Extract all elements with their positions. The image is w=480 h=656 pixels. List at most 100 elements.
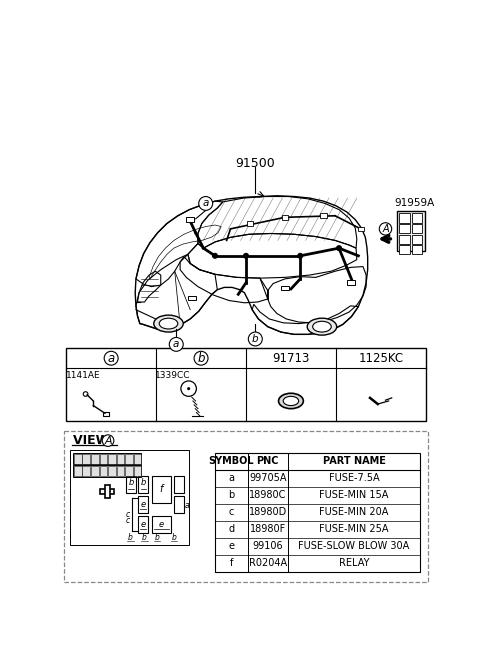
Text: f: f — [160, 484, 163, 494]
Bar — [399, 213, 409, 222]
Ellipse shape — [312, 321, 331, 332]
Text: 91713: 91713 — [272, 352, 310, 365]
Bar — [152, 516, 171, 533]
Bar — [105, 485, 109, 499]
Bar — [117, 466, 124, 476]
Text: a: a — [203, 199, 209, 209]
Circle shape — [169, 337, 183, 352]
Text: A: A — [104, 436, 112, 445]
Text: e: e — [228, 541, 234, 551]
Text: RELAY: RELAY — [339, 558, 370, 568]
Text: PART NAME: PART NAME — [323, 457, 385, 466]
Text: b: b — [128, 478, 133, 487]
Bar — [321, 213, 326, 218]
Text: e: e — [140, 500, 145, 509]
Bar — [66, 348, 426, 421]
Text: 1339CC: 1339CC — [156, 371, 191, 380]
Bar — [70, 450, 190, 545]
Text: 99106: 99106 — [252, 541, 283, 551]
Text: b: b — [228, 490, 234, 501]
Text: e: e — [140, 520, 145, 529]
Bar — [247, 221, 253, 226]
Text: d: d — [228, 524, 234, 534]
Text: PNC: PNC — [256, 457, 279, 466]
Bar — [99, 466, 107, 476]
Text: b: b — [197, 352, 205, 365]
Text: 99705A: 99705A — [249, 474, 287, 483]
Ellipse shape — [283, 396, 299, 405]
Text: a: a — [228, 474, 234, 483]
Circle shape — [199, 197, 213, 211]
Circle shape — [194, 352, 208, 365]
Bar — [281, 286, 288, 291]
Bar — [152, 476, 171, 503]
Bar — [133, 454, 142, 464]
Text: b: b — [171, 533, 176, 542]
Text: e: e — [159, 520, 164, 529]
Bar — [108, 466, 116, 476]
Bar — [64, 432, 428, 581]
Bar — [125, 454, 133, 464]
Ellipse shape — [307, 318, 336, 335]
Text: b: b — [128, 533, 133, 542]
Text: b: b — [252, 334, 259, 344]
Text: R0204A: R0204A — [249, 558, 287, 568]
Bar — [99, 454, 107, 464]
Bar — [412, 224, 422, 234]
Text: 91959A: 91959A — [395, 199, 435, 209]
Text: FUSE-SLOW BLOW 30A: FUSE-SLOW BLOW 30A — [299, 541, 410, 551]
Bar — [74, 454, 82, 464]
Text: VIEW: VIEW — [73, 434, 114, 447]
Bar — [108, 454, 116, 464]
Text: f: f — [229, 558, 233, 568]
Text: c: c — [126, 516, 131, 525]
Bar — [91, 466, 99, 476]
Text: 1125KC: 1125KC — [358, 352, 403, 365]
Text: A: A — [382, 224, 389, 234]
Text: SYMBOL: SYMBOL — [208, 457, 254, 466]
Text: b: b — [142, 533, 147, 542]
Circle shape — [336, 246, 341, 251]
Circle shape — [104, 352, 118, 365]
Bar — [125, 466, 133, 476]
Text: FUSE-MIN 20A: FUSE-MIN 20A — [319, 507, 389, 517]
Circle shape — [379, 222, 392, 235]
Bar — [133, 466, 142, 476]
Bar — [412, 245, 422, 255]
Bar — [399, 235, 409, 244]
Text: c: c — [228, 507, 234, 517]
Bar — [358, 226, 364, 231]
Bar — [412, 235, 422, 244]
Bar — [83, 454, 90, 464]
Bar — [138, 476, 148, 493]
Text: 18980D: 18980D — [249, 507, 287, 517]
Text: 91500: 91500 — [235, 157, 275, 170]
Bar — [73, 453, 142, 464]
Bar — [117, 454, 124, 464]
Bar — [186, 217, 194, 222]
Ellipse shape — [278, 393, 303, 409]
Text: a: a — [173, 339, 180, 350]
Bar — [74, 466, 82, 476]
Bar — [126, 476, 136, 493]
Circle shape — [248, 332, 262, 346]
Bar — [188, 296, 196, 300]
Bar — [399, 245, 409, 255]
Bar — [399, 224, 409, 234]
Text: a: a — [185, 501, 190, 510]
Text: 18980C: 18980C — [249, 490, 287, 501]
Circle shape — [298, 253, 302, 258]
Bar — [174, 496, 184, 513]
Text: b: b — [141, 478, 146, 487]
Text: FUSE-MIN 25A: FUSE-MIN 25A — [319, 524, 389, 534]
Bar — [138, 496, 148, 513]
Bar — [397, 211, 425, 251]
Text: b: b — [155, 533, 159, 542]
Bar — [282, 215, 288, 220]
Bar — [103, 412, 109, 417]
Circle shape — [102, 435, 114, 446]
Text: a: a — [108, 352, 115, 365]
Text: FUSE-MIN 15A: FUSE-MIN 15A — [319, 490, 389, 501]
Text: FUSE-7.5A: FUSE-7.5A — [329, 474, 379, 483]
Bar — [138, 516, 148, 533]
